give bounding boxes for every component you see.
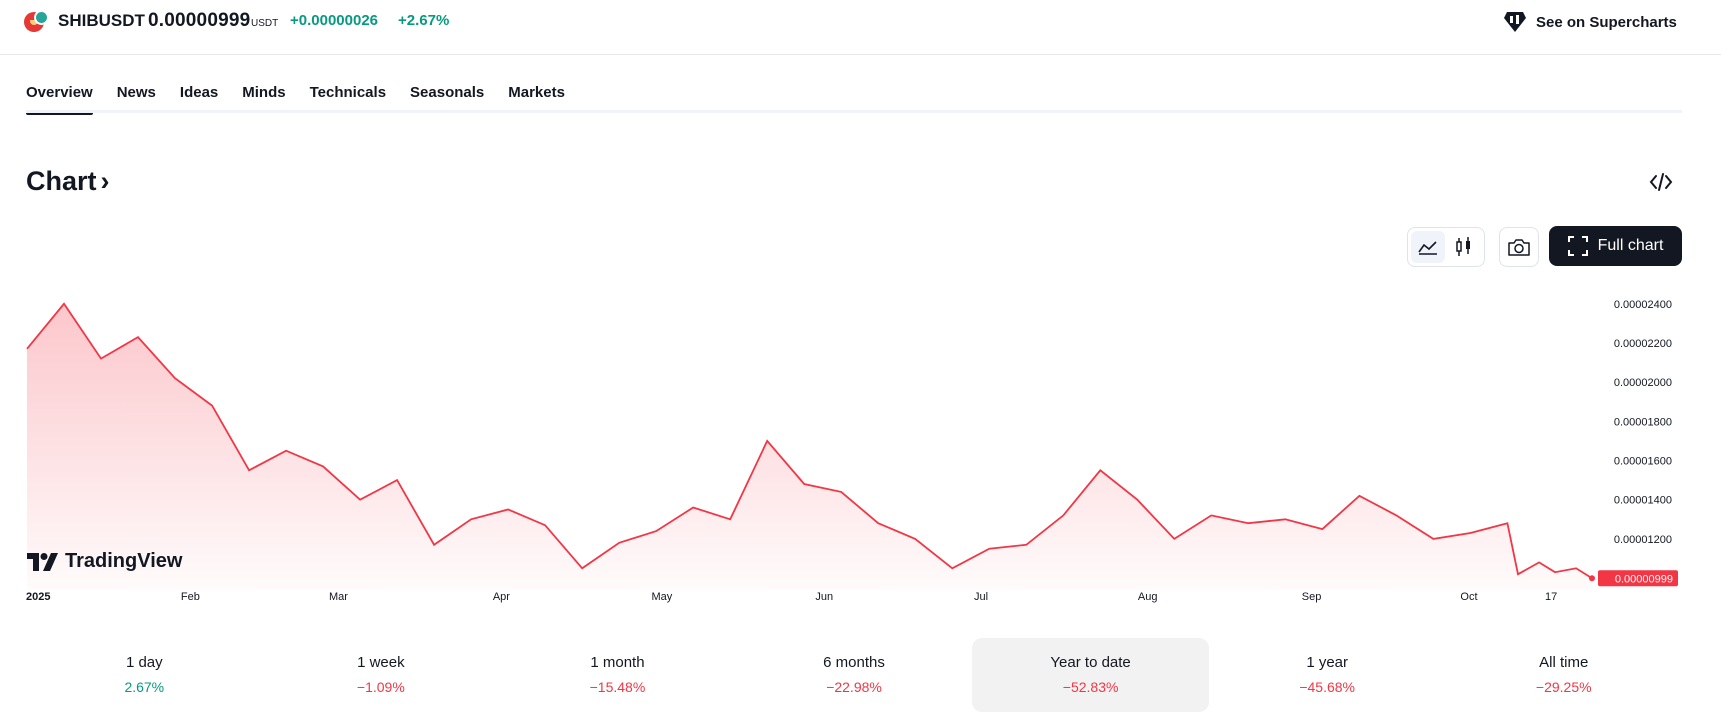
period-label: 1 month xyxy=(590,654,645,671)
period-change: −15.48% xyxy=(589,679,646,695)
price-change: +0.00000026 xyxy=(290,12,379,29)
watermark-text: TradingView xyxy=(65,550,183,572)
tradingview-logo-icon xyxy=(27,552,58,571)
x-tick-label: Oct xyxy=(1460,591,1477,603)
y-tick-label: 0.00001400 xyxy=(1614,495,1672,507)
period-label: 1 week xyxy=(357,654,405,671)
period-label: All time xyxy=(1539,654,1589,671)
period-change: −1.09% xyxy=(356,679,405,695)
supercharts-label: See on Supercharts xyxy=(1536,13,1677,31)
tab-overview[interactable]: Overview xyxy=(26,84,93,115)
section-tabs: Overview News Ideas Minds Technicals Seasonal… xyxy=(26,84,565,115)
full-chart-label: Full chart xyxy=(1597,237,1664,254)
chart-title-text: Chart xyxy=(26,166,97,196)
period-1-year[interactable]: 1 year −45.68% xyxy=(1209,638,1446,712)
tabs-divider xyxy=(26,110,1682,113)
x-tick-label: Mar xyxy=(329,591,348,603)
x-tick-label: 17 xyxy=(1545,591,1557,603)
tab-minds[interactable]: Minds xyxy=(242,84,286,101)
chart-section-title[interactable]: Chart › xyxy=(26,166,110,197)
y-tick-label: 0.00002000 xyxy=(1614,377,1672,389)
price-chart[interactable]: 0.00002400 0.00002200 0.00002000 0.00001800… xyxy=(0,280,1721,610)
x-tick-label: Sep xyxy=(1302,591,1322,603)
y-tick-label: 0.00001600 xyxy=(1614,456,1672,468)
period-label: Year to date xyxy=(1050,654,1131,671)
period-performance-bar: 1 day 2.67% 1 week −1.09% 1 month −15.48% 6 mo… xyxy=(26,638,1682,712)
see-on-supercharts-link[interactable]: See on Supercharts xyxy=(1503,10,1677,34)
tab-ideas[interactable]: Ideas xyxy=(179,84,219,101)
price-line xyxy=(26,302,1593,580)
supercharts-icon xyxy=(1504,12,1526,32)
full-chart-button[interactable]: Full chart xyxy=(1549,226,1682,266)
chevron-right-icon: › xyxy=(100,166,110,196)
price-currency: USDT xyxy=(251,18,279,29)
x-tick-label: Jun xyxy=(815,591,833,603)
tab-news[interactable]: News xyxy=(116,84,156,101)
period-all-time[interactable]: All time −29.25% xyxy=(1445,638,1682,712)
last-value-badge xyxy=(1598,570,1678,587)
last-price: 0.00000999 xyxy=(148,10,251,31)
symbol-header: SHIBUSDT 0.00000999 USDT +0.00000026 +2.… xyxy=(0,0,1721,55)
last-price-dot xyxy=(1589,575,1595,582)
period-change: −29.25% xyxy=(1535,679,1592,695)
period-change: −22.98% xyxy=(826,679,882,695)
period-change: −45.68% xyxy=(1299,679,1356,695)
x-tick-label: Aug xyxy=(1138,591,1158,603)
period-label: 1 day xyxy=(125,654,163,671)
symbol-name[interactable]: SHIBUSDT xyxy=(58,11,145,30)
period-change: 2.67% xyxy=(124,679,165,695)
period-1-day[interactable]: 1 day 2.67% xyxy=(26,638,263,712)
area-chart-icon[interactable] xyxy=(1411,231,1445,263)
price-area-fill xyxy=(27,303,1592,590)
embed-code-icon[interactable] xyxy=(1648,170,1674,194)
period-year-to-date[interactable]: Year to date −52.83% xyxy=(972,638,1209,712)
last-value-label: 0.00000999 xyxy=(1615,573,1673,585)
fullscreen-icon xyxy=(1567,236,1588,256)
y-tick-label: 0.00002200 xyxy=(1614,338,1672,350)
candlestick-icon[interactable] xyxy=(1447,231,1481,263)
tab-markets[interactable]: Markets xyxy=(508,84,565,101)
period-1-month[interactable]: 1 month −15.48% xyxy=(499,638,736,712)
y-tick-label: 0.00001200 xyxy=(1614,534,1672,546)
y-tick-label: 0.00001800 xyxy=(1614,416,1672,428)
tab-technicals[interactable]: Technicals xyxy=(309,84,387,101)
price-change-percent: +2.67% xyxy=(398,12,450,29)
period-change: −52.83% xyxy=(1062,679,1119,695)
period-6-months[interactable]: 6 months −22.98% xyxy=(736,638,973,712)
x-tick-label: Apr xyxy=(493,591,510,603)
x-tick-label: May xyxy=(651,591,672,603)
period-label: 1 year xyxy=(1306,654,1349,671)
period-1-week[interactable]: 1 week −1.09% xyxy=(263,638,500,712)
chart-style-toggle xyxy=(1407,227,1485,267)
y-tick-label: 0.00002400 xyxy=(1614,299,1672,311)
x-tick-label: 2025 xyxy=(26,591,50,603)
x-tick-label: Jul xyxy=(974,591,988,603)
period-label: 6 months xyxy=(823,654,885,671)
tradingview-watermark: TradingView xyxy=(27,550,182,573)
tab-seasonals[interactable]: Seasonals xyxy=(410,84,485,101)
shib-logo-icon xyxy=(24,10,49,32)
camera-icon[interactable] xyxy=(1499,227,1539,267)
x-tick-label: Feb xyxy=(181,591,200,603)
